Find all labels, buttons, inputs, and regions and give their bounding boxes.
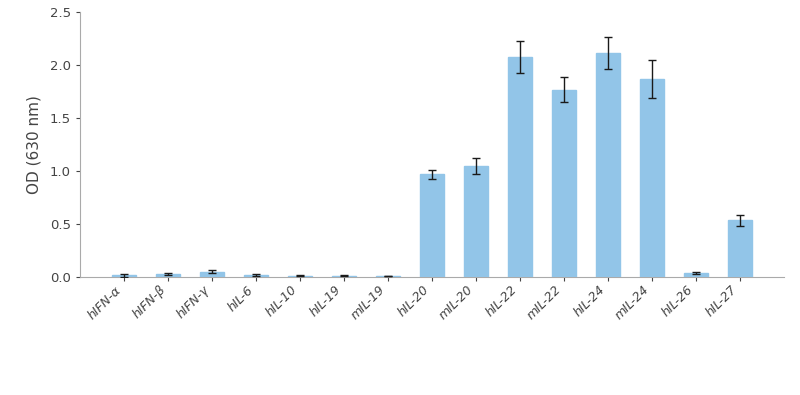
Bar (596, 53, 620, 276)
Bar (244, 275, 268, 276)
Bar (464, 166, 488, 276)
Bar (200, 272, 224, 276)
Bar (640, 79, 664, 276)
Bar (684, 273, 708, 276)
Bar (508, 57, 532, 276)
Bar (728, 220, 752, 276)
Bar (420, 174, 444, 276)
Bar (112, 275, 136, 276)
Bar (156, 274, 180, 276)
Y-axis label: OD (630 nm): OD (630 nm) (26, 95, 42, 194)
Bar (552, 90, 576, 276)
